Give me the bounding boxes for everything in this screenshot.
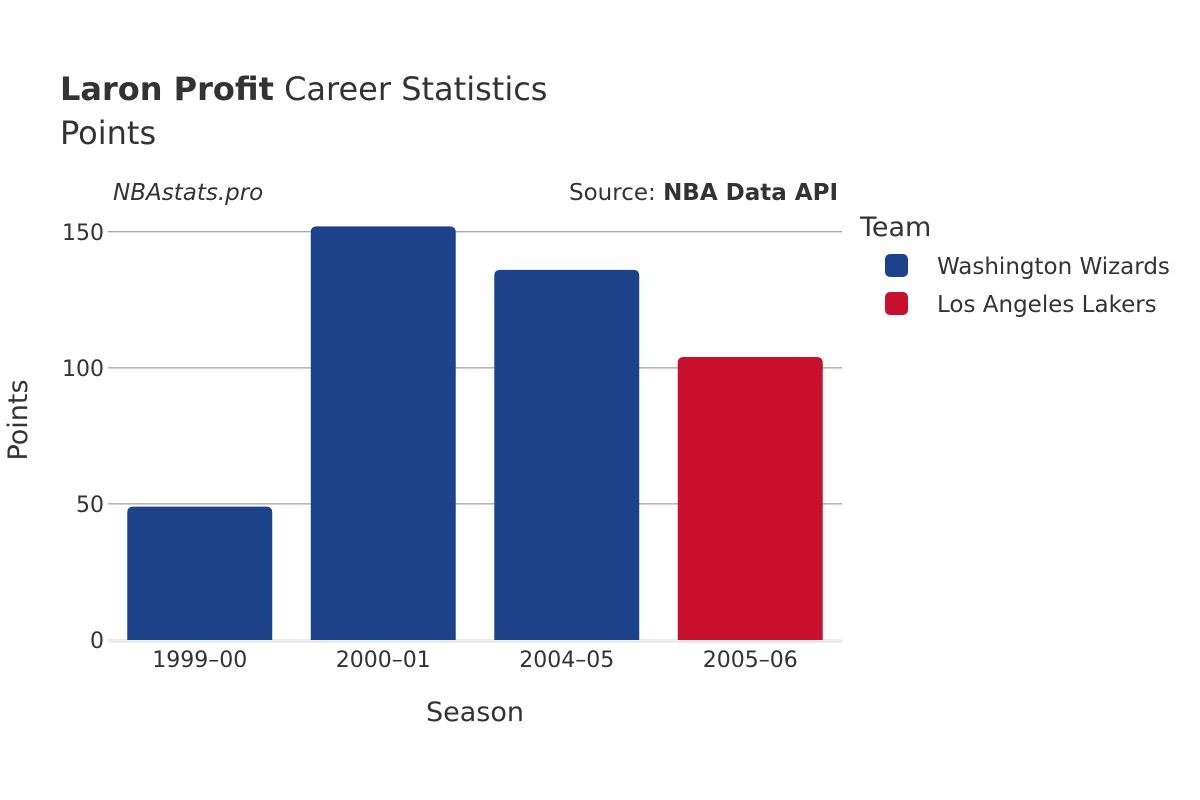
- legend-label[interactable]: Los Angeles Lakers: [937, 292, 1157, 318]
- y-tick-label: 0: [90, 629, 104, 654]
- bars: [127, 226, 823, 641]
- watermark: NBAstats.pro: [113, 180, 263, 206]
- x-tick-label: 2000–01: [336, 648, 431, 673]
- y-tick-label: 150: [62, 221, 104, 246]
- legend-title: Team: [859, 212, 931, 243]
- bar-2004–05[interactable]: [494, 269, 640, 640]
- x-axis-ticks: 1999–00 2000–01 2004–05 2005–06: [152, 648, 797, 673]
- x-tick-label: 1999–00: [152, 648, 247, 673]
- x-tick-label: 2004–05: [519, 648, 614, 673]
- legend: Washington Wizards Los Angeles Lakers: [885, 254, 1170, 318]
- bar-1999–00[interactable]: [127, 506, 273, 640]
- bar-2005–06[interactable]: [677, 356, 823, 640]
- source-prefix: Source:: [569, 180, 663, 206]
- source-label: Source: NBA Data API: [569, 180, 838, 206]
- y-axis-title: Points: [3, 379, 34, 460]
- y-tick-label: 50: [76, 493, 104, 518]
- chart-title-rest: Career Statistics: [274, 70, 548, 108]
- legend-swatch: [885, 292, 908, 315]
- chart-subtitle: Points: [60, 114, 156, 152]
- x-tick-label: 2005–06: [703, 648, 798, 673]
- source-name: NBA Data API: [663, 180, 838, 206]
- x-axis-title: Season: [426, 697, 524, 728]
- chart-title-player: Laron Profit: [60, 70, 274, 108]
- chart-title: Laron Profit Career Statistics: [60, 70, 547, 108]
- bar-2000–01[interactable]: [310, 226, 456, 641]
- y-tick-label: 100: [62, 357, 104, 382]
- y-axis-ticks: 0 50 100 150: [62, 221, 104, 654]
- legend-swatch: [885, 254, 908, 277]
- legend-label[interactable]: Washington Wizards: [937, 254, 1170, 280]
